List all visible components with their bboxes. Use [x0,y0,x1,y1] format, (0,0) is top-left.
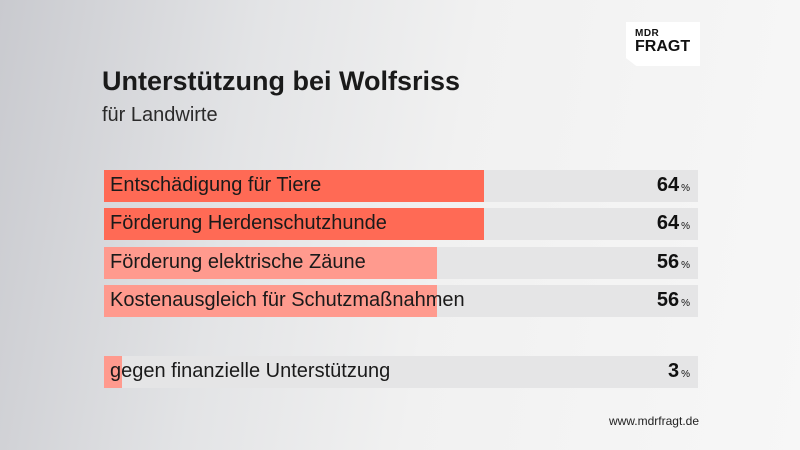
bar-row: Entschädigung für Tiere 64% [104,170,698,202]
bar-label: Kostenausgleich für Schutzmaßnahmen [110,289,465,311]
logo-line2: FRAGT [635,38,691,55]
logo-line1: MDR [635,28,660,39]
bar [104,356,122,388]
bar-value-unit: % [681,183,690,194]
bar-value-unit: % [681,221,690,232]
bar-value: 56% [657,289,690,312]
bar-value: 3% [668,360,690,383]
chart-subtitle: für Landwirte [102,104,218,126]
bar-row: Förderung elektrische Zäune 56% [104,247,698,279]
bar-value-unit: % [681,260,690,271]
bar-value-number: 3 [667,360,680,382]
bar-value-unit: % [681,298,690,309]
bar-label: Förderung elektrische Zäune [110,251,366,273]
bar-value-number: 56 [656,251,680,273]
bar-label: Entschädigung für Tiere [110,174,322,196]
bar-value-unit: % [681,369,690,380]
bar-row: gegen finanzielle Unterstützung 3% [104,356,698,388]
bar [104,170,484,202]
bar-row: Förderung Herdenschutzhunde 64% [104,208,698,240]
bar [104,285,437,317]
bar-value-number: 64 [656,212,680,234]
bar-value: 56% [657,251,690,274]
source-url: www.mdrfragt.de [608,414,699,428]
bar-label: Förderung Herdenschutzhunde [110,212,387,234]
bar-value-number: 64 [656,174,680,196]
bar-row: Kostenausgleich für Schutzmaßnahmen 56% [104,285,698,317]
bar-value-number: 56 [656,289,680,311]
mdr-fragt-logo: MDR FRAGT [626,22,700,66]
bar-label: gegen finanzielle Unterstützung [110,360,391,382]
bar [104,247,437,279]
chart-title: Unterstützung bei Wolfsriss [102,66,461,96]
bar-value: 64% [657,212,690,235]
bar [104,208,484,240]
bar-value: 64% [657,174,690,197]
